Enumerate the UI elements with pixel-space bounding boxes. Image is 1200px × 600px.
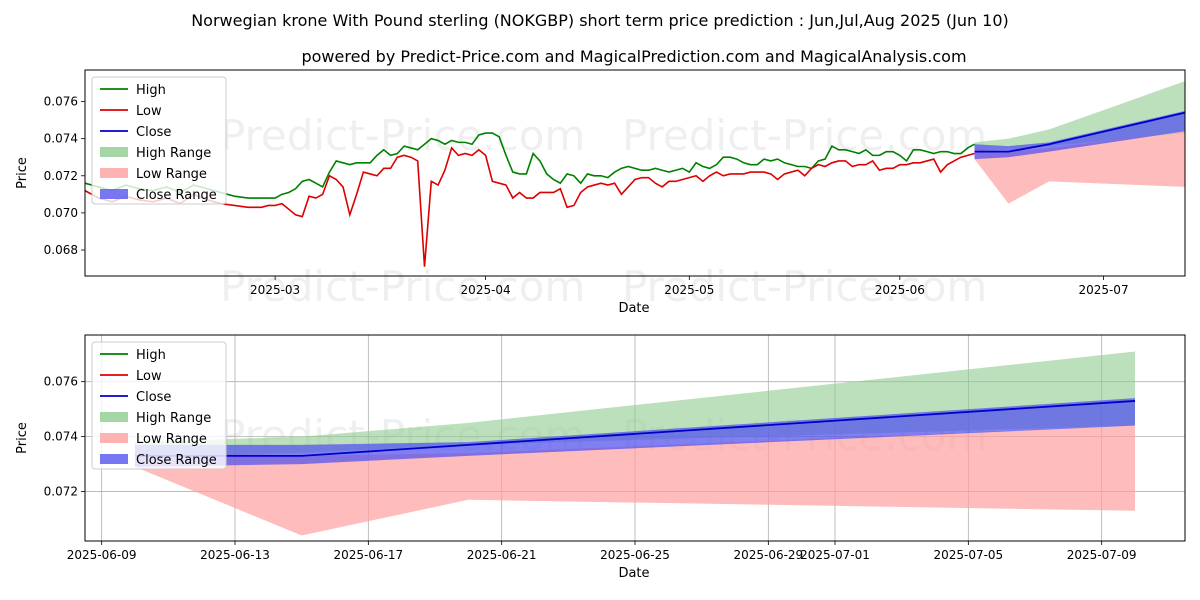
y-tick-label: 0.076 [44,95,78,109]
plot-frame [84,334,1186,542]
bottom-panel: Predict-Price.comPredict-Price.com2025-0… [15,334,1186,581]
y-tick-label: 0.068 [44,243,78,257]
x-tick-label: 2025-06 [875,283,925,297]
close-range-band [974,110,1185,160]
x-tick-label: 2025-07-05 [933,548,1003,562]
x-tick-label: 2025-06-25 [600,548,670,562]
x-tick-label: 2025-04 [461,283,511,297]
legend-area-swatch [100,454,128,464]
x-tick-label: 2025-06-29 [733,548,803,562]
top-panel: Predict-Price.com Predict-Price.com Predic… [15,69,1186,316]
watermark-text: Predict-Price.com [622,262,987,311]
chart-title: Norwegian krone With Pound sterling (NOK… [191,11,1009,30]
low-range-band [135,425,1135,536]
x-tick-label: 2025-05 [664,283,714,297]
close-series-line [974,111,1186,153]
legend-label: High Range [136,146,211,161]
legend-area-swatch [100,168,128,178]
watermark-text: Predict-Price.com [220,111,585,160]
y-tick-label: 0.070 [44,206,78,220]
x-tick-label: 2025-06-09 [67,548,137,562]
legend-label: High Range [136,411,211,426]
x-tick-label: 2025-06-17 [333,548,403,562]
y-tick-label: 0.076 [44,375,78,389]
x-axis-label: Date [618,301,649,316]
x-tick-label: 2025-03 [250,283,300,297]
y-tick-label: 0.072 [44,485,78,499]
plot-frame [84,69,1186,277]
legend-label: High [136,83,166,98]
x-tick-label: 2025-07 [1078,283,1128,297]
x-tick-label: 2025-06-13 [200,548,270,562]
legend-area-swatch [100,433,128,443]
legend-label: Low Range [136,432,207,447]
legend-area-swatch [100,412,128,422]
y-tick-label: 0.074 [44,132,78,146]
x-axis-label: Date [618,566,649,581]
low-range-band [974,131,1185,204]
legend-label: Low Range [136,167,207,182]
legend-label: Low [136,369,162,384]
high-series-line [84,132,975,199]
legend-label: Close [136,390,171,405]
legend-label: Close Range [136,188,217,203]
y-tick-label: 0.072 [44,169,78,183]
watermark-text: Predict-Price.com [220,262,585,311]
legend-label: High [136,348,166,363]
x-tick-label: 2025-07-09 [1067,548,1137,562]
x-tick-label: 2025-07-01 [800,548,870,562]
x-tick-label: 2025-06-21 [467,548,537,562]
legend-label: Close [136,125,171,140]
legend-label: Low [136,104,162,119]
low-series-line [84,146,975,267]
y-axis-label: Price [15,422,30,454]
legend-area-swatch [100,189,128,199]
chart-subtitle: powered by Predict-Price.com and Magical… [301,47,966,66]
legend-label: Close Range [136,453,217,468]
y-axis-label: Price [15,157,30,189]
y-tick-label: 0.074 [44,430,78,444]
legend-area-swatch [100,147,128,157]
